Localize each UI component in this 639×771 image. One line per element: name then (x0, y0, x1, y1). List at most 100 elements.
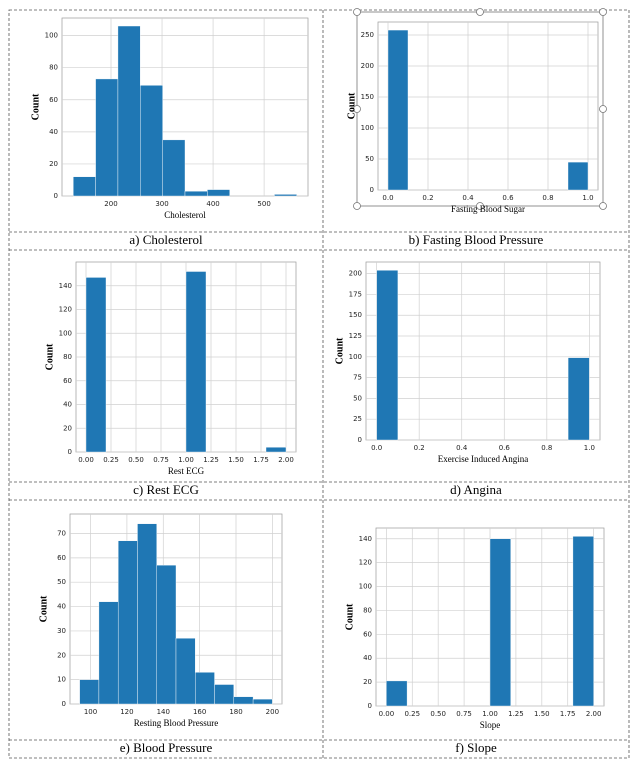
histogram-bar (85, 277, 107, 453)
y-tick-label: 175 (349, 290, 362, 298)
x-axis-label: Resting Blood Pressure (134, 718, 219, 728)
y-tick-label: 0 (62, 700, 66, 708)
histogram-bar (195, 672, 215, 705)
histogram-bar (252, 698, 273, 705)
x-tick-label: 200 (104, 200, 117, 208)
histogram-bar (489, 538, 511, 707)
x-tick-label: 0.25 (404, 710, 420, 718)
histogram-bar (233, 696, 254, 705)
x-tick-label: 0.0 (382, 194, 393, 202)
x-tick-label: 1.75 (560, 710, 576, 718)
x-tick-label: 0.25 (103, 456, 119, 464)
x-tick-label: 0.4 (456, 444, 468, 452)
x-tick-label: 0.00 (379, 710, 395, 718)
histogram-bar (387, 29, 409, 191)
y-axis-label: Count (344, 603, 355, 630)
y-tick-label: 20 (57, 651, 66, 659)
chart: 0 20 40 60 80 100 200 300 400 500 Cholesterol Count (30, 17, 309, 220)
caption: b) Fasting Blood Pressure (409, 232, 544, 247)
y-tick-label: 125 (349, 332, 362, 340)
caption: d) Angina (450, 482, 502, 497)
handle (476, 8, 484, 16)
table-grid (8, 9, 630, 759)
x-axis-label: Cholesterol (164, 210, 206, 220)
y-tick-label: 0 (370, 186, 374, 194)
y-tick-label: 150 (349, 311, 362, 319)
y-axis-label: Count (346, 92, 357, 119)
y-tick-label: 40 (49, 128, 58, 136)
plot-area (377, 21, 599, 191)
x-tick-label: 1.50 (228, 456, 244, 464)
handle (599, 8, 607, 16)
histogram-bar (567, 357, 590, 441)
x-tick-label: 1.50 (534, 710, 550, 718)
handle (599, 105, 607, 113)
x-tick-label: 500 (257, 200, 270, 208)
y-tick-label: 80 (63, 353, 72, 361)
y-tick-label: 0 (54, 192, 58, 200)
y-tick-label: 80 (363, 606, 372, 614)
y-tick-label: 140 (359, 535, 372, 543)
histogram-bar (214, 684, 235, 705)
x-tick-label: 400 (206, 200, 219, 208)
y-tick-label: 20 (49, 160, 58, 168)
histogram-bar (572, 536, 594, 707)
histogram-bar (156, 564, 177, 705)
histogram-bar (567, 161, 589, 191)
x-tick-label: 1.75 (253, 456, 269, 464)
x-axis-label: Exercise Induced Angina (438, 454, 528, 464)
y-tick-label: 70 (57, 529, 66, 537)
y-tick-label: 100 (45, 32, 58, 40)
y-tick-label: 25 (353, 415, 362, 423)
y-axis-label: Count (334, 337, 345, 364)
y-tick-label: 75 (353, 374, 362, 382)
histogram-bar (117, 540, 138, 705)
x-tick-label: 100 (84, 708, 97, 716)
histogram-bar (79, 679, 100, 705)
y-tick-label: 40 (363, 654, 372, 662)
histogram-bar (137, 523, 157, 705)
y-tick-label: 40 (63, 401, 72, 409)
x-tick-label: 0.75 (153, 456, 169, 464)
caption: c) Rest ECG (133, 482, 199, 497)
y-tick-label: 50 (365, 155, 374, 163)
histogram-bar (207, 189, 230, 197)
y-axis-label: Count (30, 93, 41, 120)
chart: 0 20 40 60 80 100 120 140 0.00 0.25 0.50 0.75 1.00 1.… (344, 527, 605, 730)
histogram-bar (274, 194, 297, 197)
x-tick-label: 2.00 (278, 456, 294, 464)
histogram-bar (376, 270, 399, 441)
caption: a) Cholesterol (129, 232, 203, 247)
y-tick-label: 100 (361, 124, 374, 132)
x-tick-label: 180 (229, 708, 242, 716)
y-tick-label: 10 (57, 676, 66, 684)
histogram-bar (98, 601, 119, 705)
x-axis-label: Rest ECG (168, 466, 205, 476)
chart: 0 50 100 150 200 250 0.0 0.2 0.4 0.6 0.8 1.0 Fasting… (346, 21, 599, 214)
histogram-bar (185, 271, 207, 453)
x-tick-label: 0.75 (456, 710, 472, 718)
plot-area (365, 261, 601, 441)
x-tick-label: 160 (193, 708, 206, 716)
x-tick-label: 0.50 (128, 456, 144, 464)
chart: 0 20 40 60 80 100 120 140 0.00 0.25 0.50 0.75 1.00 1.… (44, 261, 297, 476)
y-tick-label: 100 (349, 353, 362, 361)
chart: 0 10 20 30 40 50 60 70 100 120 140 160 180 200 Resting… (38, 513, 283, 728)
x-tick-label: 0.2 (422, 194, 433, 202)
x-tick-label: 1.00 (178, 456, 194, 464)
selection-handles (353, 8, 607, 210)
caption: f) Slope (455, 740, 497, 755)
x-tick-label: 300 (155, 200, 168, 208)
y-tick-label: 20 (363, 678, 372, 686)
x-axis-label: Fasting Blood Sugar (451, 204, 525, 214)
handle (476, 202, 484, 210)
histogram-bar (175, 638, 196, 705)
y-axis-label: Count (38, 595, 49, 622)
histogram-bar (140, 85, 163, 197)
y-tick-label: 150 (361, 93, 374, 101)
y-tick-label: 120 (359, 559, 372, 567)
y-tick-label: 40 (57, 603, 66, 611)
x-tick-label: 0.50 (430, 710, 446, 718)
histogram-bar (73, 176, 96, 197)
